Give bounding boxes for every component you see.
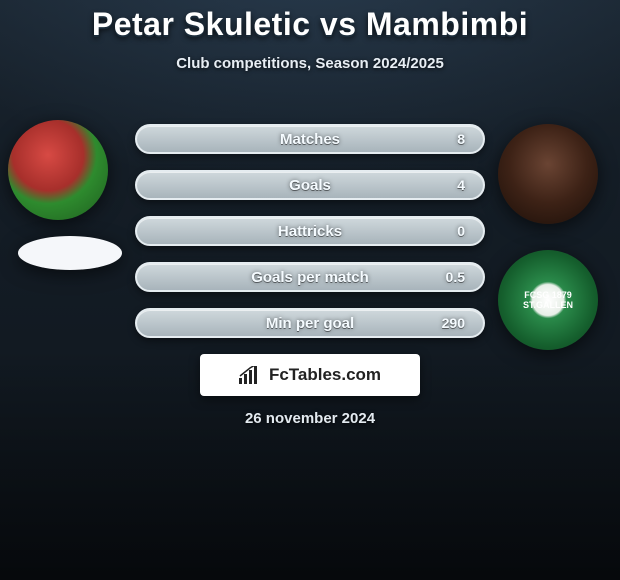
- stat-row-hattricks: Hattricks 0: [135, 216, 485, 246]
- stats-table: Matches 8 Goals 4 Hattricks 0 Goals per …: [135, 124, 485, 354]
- stat-row-goals-per-match: Goals per match 0.5: [135, 262, 485, 292]
- stat-label: Goals: [137, 177, 483, 194]
- stat-label: Hattricks: [137, 223, 483, 240]
- stat-row-min-per-goal: Min per goal 290: [135, 308, 485, 338]
- brand-text: FcTables.com: [269, 365, 381, 385]
- comparison-card: Petar Skuletic vs Mambimbi Club competit…: [0, 0, 620, 72]
- right-club-badge: FCSG 1879 ST.GALLEN: [498, 250, 598, 350]
- stat-label: Matches: [137, 131, 483, 148]
- subtitle: Club competitions, Season 2024/2025: [0, 55, 620, 72]
- left-club-badge: [18, 236, 122, 270]
- stat-label: Min per goal: [137, 315, 483, 332]
- page-title: Petar Skuletic vs Mambimbi: [0, 6, 620, 43]
- right-player-avatar: [498, 124, 598, 224]
- stat-row-matches: Matches 8: [135, 124, 485, 154]
- stat-row-goals: Goals 4: [135, 170, 485, 200]
- brand-badge: FcTables.com: [200, 354, 420, 396]
- date-footer: 26 november 2024: [0, 410, 620, 427]
- chart-icon: [239, 366, 261, 384]
- left-player-avatar: [8, 120, 108, 220]
- right-club-badge-text: FCSG 1879 ST.GALLEN: [498, 290, 598, 310]
- stat-label: Goals per match: [137, 269, 483, 286]
